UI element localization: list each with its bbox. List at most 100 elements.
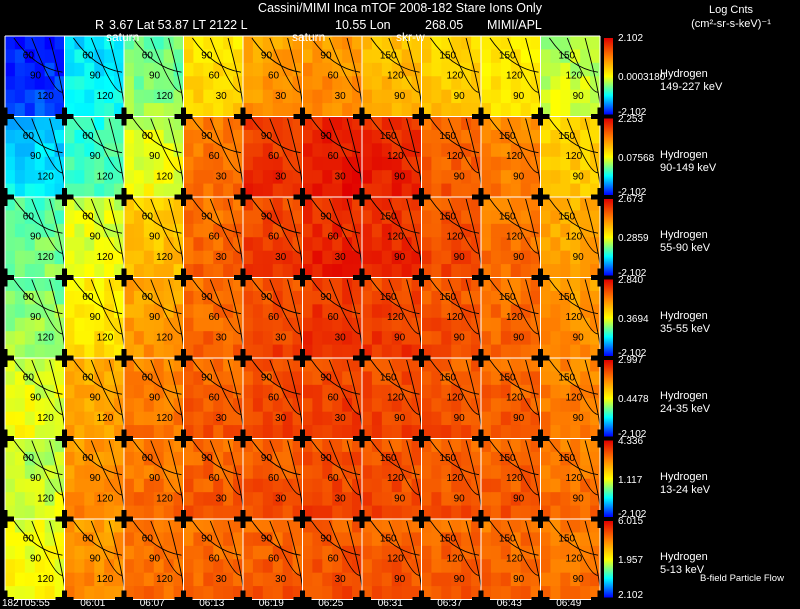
heatmap-cell-r1-c1 — [64, 116, 125, 198]
contour-label-r5-c1-1: 90 — [90, 473, 102, 484]
contour-line-r1-c8-1 — [507, 118, 539, 174]
contour-line-r0-c5-1 — [328, 37, 361, 93]
cross-marker-h-2-9 — [531, 194, 550, 200]
colorbar-value-cb_mid-2: 0.2859 — [618, 233, 649, 245]
contour-label-r3-c8-2: 90 — [513, 332, 525, 343]
cross-marker-h-2-8 — [472, 194, 490, 200]
contour-label-r2-c4-0: 90 — [261, 212, 273, 223]
contour-label-r0-c7-0: 150 — [439, 51, 456, 62]
cross-marker-h-6-4 — [234, 516, 252, 522]
contour-line-r2-c7-1 — [447, 198, 480, 254]
contour-label-r0-c3-2: 30 — [216, 91, 228, 102]
contour-line-r2-c6-1 — [388, 198, 420, 254]
contour-line-r5-c0-1 — [31, 440, 63, 496]
contour-label-r3-c7-0: 150 — [439, 292, 456, 303]
species-label: Hydrogen — [660, 309, 708, 322]
contour-line-r4-c5-1 — [328, 359, 361, 415]
contour-label-r2-c7-1: 120 — [447, 232, 464, 243]
cross-marker-h-7-2 — [115, 597, 133, 602]
heatmap-cell-r1-c0 — [5, 116, 65, 198]
contour-line-r5-c7-1 — [447, 440, 480, 496]
heatmap-cell-r3-c1 — [64, 277, 125, 359]
energy-range-label: 13-24 keV — [660, 483, 711, 496]
contour-label-r5-c9-0: 150 — [558, 453, 575, 464]
contour-label-r5-c4-1: 60 — [268, 473, 280, 484]
cross-marker-h-6-9 — [531, 516, 550, 522]
contour-label-r0-c5-2: 30 — [335, 91, 347, 102]
contour-label-r5-c2-0: 60 — [142, 453, 154, 464]
contour-label-r6-c5-2: 30 — [335, 574, 347, 585]
row-label-5: Hydrogen 13-24 keV — [660, 471, 710, 497]
chart-title: Cassini/MIMI Inca mTOF 2008-182 Stare Io… — [258, 1, 542, 15]
cross-marker-h-5-6 — [353, 436, 371, 441]
colorbar-value-cb_max-5: 4.336 — [618, 435, 644, 447]
cross-marker-h-5-3 — [174, 436, 193, 441]
cross-marker-h-5-1 — [55, 436, 74, 441]
contour-line-r4-c4-1 — [269, 359, 301, 415]
contour-label-r2-c8-1: 120 — [506, 232, 523, 243]
contour-label-r0-c6-1: 120 — [387, 71, 404, 82]
cross-marker-h-5-0 — [0, 436, 14, 441]
contour-label-r1-c0-1: 90 — [30, 151, 42, 162]
cross-marker-h-7-6 — [353, 597, 371, 602]
cross-marker-h-7-3 — [174, 597, 193, 602]
heatmap-cell-r4-c2 — [124, 358, 184, 439]
contour-label-r5-c8-2: 90 — [513, 493, 525, 504]
energy-range-label: 24-35 keV — [660, 403, 711, 416]
x-tick-label-3: 06:13 — [199, 598, 225, 609]
contour-line-r5-c1-1 — [90, 440, 123, 496]
contour-label-r6-c3-2: 30 — [216, 574, 228, 585]
cross-marker-h-1-10 — [591, 114, 609, 119]
contour-line-r6-c8-1 — [507, 520, 539, 576]
cross-marker-h-3-2 — [115, 275, 133, 280]
tag-saturn-2: saturn — [292, 30, 326, 44]
contour-label-r6-c9-1: 120 — [566, 554, 583, 565]
heatmap-cell-r6-c2 — [124, 519, 184, 600]
contour-label-r6-c2-2: 120 — [156, 574, 173, 585]
contour-label-r3-c9-1: 120 — [566, 312, 583, 323]
contour-label-r5-c7-2: 90 — [454, 493, 466, 504]
colorbar-value-cb_max-2: 2.673 — [618, 194, 644, 205]
contour-label-r4-c3-1: 60 — [209, 393, 221, 404]
contour-label-r5-c5-0: 90 — [320, 453, 332, 464]
contour-label-r0-c3-1: 60 — [209, 71, 221, 82]
contour-label-r2-c5-1: 60 — [328, 232, 340, 243]
contour-label-r0-c8-0: 150 — [499, 51, 516, 62]
heatmap-cell-r5-c3 — [183, 438, 244, 520]
contour-line-r6-c4-1 — [269, 520, 301, 576]
contour-label-r3-c7-1: 120 — [447, 312, 464, 323]
contour-label-r1-c7-1: 120 — [447, 151, 464, 162]
colorbar-value-cb_mid-0: 0.0003180 — [618, 72, 666, 84]
contour-label-r1-c1-0: 60 — [82, 131, 94, 142]
contour-label-r2-c1-0: 60 — [82, 212, 94, 223]
contour-line-r1-c6-1 — [388, 118, 420, 174]
contour-line-r1-c5-1 — [328, 118, 361, 174]
contour-label-r3-c4-0: 90 — [261, 292, 273, 303]
contour-label-r4-c9-1: 120 — [566, 393, 583, 404]
heatmap-cell-r5-c8 — [481, 438, 541, 520]
contour-label-r2-c7-0: 150 — [439, 212, 456, 223]
cross-marker-h-2-2 — [115, 194, 133, 200]
cross-marker-h-7-1 — [55, 597, 74, 602]
contour-line-r2-c5-1 — [328, 198, 361, 254]
cross-marker-h-3-10 — [591, 275, 609, 280]
contour-label-r5-c5-1: 60 — [328, 473, 340, 484]
heatmap-cell-r0-c6 — [362, 36, 422, 117]
contour-label-r1-c9-2: 90 — [573, 171, 585, 182]
contour-label-r3-c1-2: 120 — [97, 332, 114, 343]
cross-marker-h-5-8 — [472, 436, 490, 441]
contour-label-r0-c6-2: 90 — [394, 91, 406, 102]
cross-marker-h-4-4 — [234, 355, 252, 361]
contour-label-r0-c9-1: 120 — [566, 71, 583, 82]
cross-marker-h-1-7 — [412, 114, 431, 119]
contour-label-r4-c1-1: 90 — [90, 393, 102, 404]
tag-saturn-1: saturn — [106, 30, 140, 44]
heatmap-cell-r6-c0 — [5, 519, 65, 600]
tag-skr: skr-w — [396, 30, 425, 44]
contour-label-r2-c5-0: 90 — [320, 212, 332, 223]
contour-line-r4-c7-1 — [447, 359, 480, 415]
contour-label-r4-c1-2: 120 — [97, 413, 114, 424]
contour-label-r1-c6-1: 120 — [387, 151, 404, 162]
cross-marker-h-2-6 — [353, 194, 371, 200]
contour-label-r6-c4-0: 90 — [261, 534, 273, 545]
